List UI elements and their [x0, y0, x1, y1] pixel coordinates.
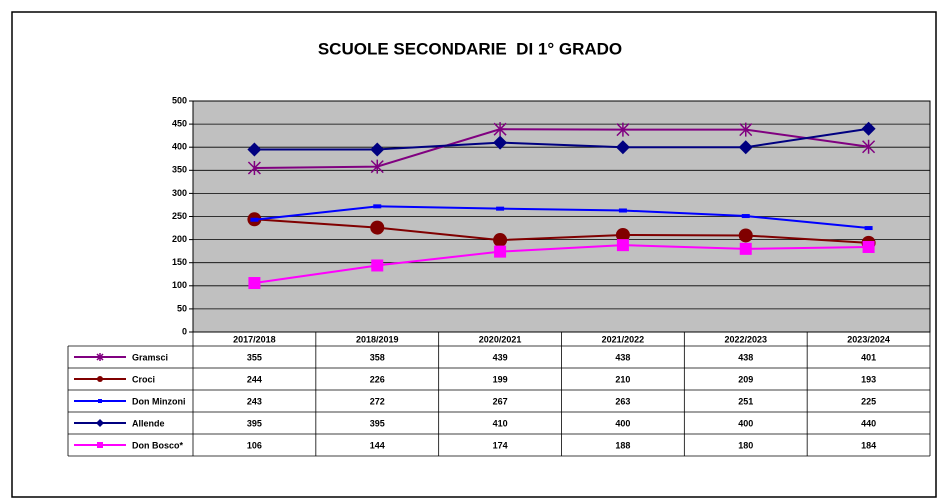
- x-tick-label: 2020/2021: [479, 334, 522, 344]
- table-value: 210: [615, 374, 630, 384]
- table-value: 267: [493, 396, 508, 406]
- table-value: 244: [247, 374, 262, 384]
- x-tick-label: 2023/2024: [847, 334, 890, 344]
- marker: [250, 217, 259, 222]
- series-line: [254, 244, 869, 285]
- marker: [247, 142, 262, 157]
- table-value: 193: [861, 374, 876, 384]
- table-value: 355: [247, 352, 262, 362]
- table-value: 395: [370, 418, 385, 428]
- legend-label: Croci: [132, 374, 155, 384]
- y-tick-label: 150: [172, 257, 187, 267]
- marker: [373, 204, 382, 209]
- series-line: [254, 128, 869, 169]
- y-tick-label: 500: [172, 95, 187, 105]
- chart-title: SCUOLE SECONDARIE DI 1° GRADO: [318, 39, 622, 58]
- marker: [370, 159, 384, 174]
- table-value: 188: [615, 440, 630, 450]
- table-value: 358: [370, 352, 385, 362]
- legend-label: Allende: [132, 418, 165, 428]
- y-tick-label: 50: [177, 303, 187, 313]
- table-value: 263: [615, 396, 630, 406]
- table-value: 438: [738, 352, 753, 362]
- table-value: 400: [738, 418, 753, 428]
- table-value: 438: [615, 352, 630, 362]
- table-value: 184: [861, 440, 876, 450]
- x-tick-label: 2021/2022: [602, 334, 645, 344]
- y-tick-label: 0: [182, 326, 187, 336]
- table-value: 225: [861, 396, 876, 406]
- x-tick-label: 2022/2023: [724, 334, 767, 344]
- marker: [741, 214, 750, 219]
- table-value: 174: [493, 440, 508, 450]
- table-value: 251: [738, 396, 753, 406]
- y-tick-label: 350: [172, 165, 187, 175]
- marker: [370, 142, 385, 157]
- marker: [862, 139, 876, 154]
- marker: [496, 206, 505, 211]
- marker: [370, 220, 385, 235]
- marker: [739, 242, 752, 255]
- marker: [615, 227, 630, 242]
- y-tick-label: 250: [172, 211, 187, 221]
- y-tick-label: 450: [172, 118, 187, 128]
- table-value: 180: [738, 440, 753, 450]
- marker: [739, 122, 753, 137]
- marker: [248, 277, 261, 290]
- y-tick-label: 100: [172, 280, 187, 290]
- table-value: 410: [493, 418, 508, 428]
- marker: [493, 122, 507, 137]
- legend-marker: [97, 442, 103, 448]
- series-line: [254, 205, 869, 230]
- y-tick-label: 400: [172, 142, 187, 152]
- marker: [247, 160, 261, 175]
- table-value: 400: [615, 418, 630, 428]
- y-tick-label: 300: [172, 188, 187, 198]
- legend-marker: [96, 353, 104, 361]
- legend-label: Gramsci: [132, 352, 168, 362]
- series-line: [254, 218, 869, 244]
- table-value: 209: [738, 374, 753, 384]
- series-line: [254, 127, 869, 151]
- table-value: 199: [493, 374, 508, 384]
- table-value: 440: [861, 418, 876, 428]
- marker: [493, 233, 508, 248]
- x-tick-label: 2018/2019: [356, 334, 399, 344]
- table-value: 395: [247, 418, 262, 428]
- marker: [616, 239, 629, 252]
- table-value: 226: [370, 374, 385, 384]
- marker: [864, 226, 873, 231]
- marker: [618, 208, 627, 213]
- y-tick-label: 200: [172, 234, 187, 244]
- marker: [616, 122, 630, 137]
- legend-marker: [96, 419, 104, 427]
- marker: [493, 135, 508, 150]
- legend-marker: [98, 399, 102, 403]
- legend-label: Don Bosco*: [132, 440, 184, 450]
- marker: [738, 228, 753, 243]
- table-value: 243: [247, 396, 262, 406]
- marker: [861, 121, 876, 136]
- table-value: 106: [247, 440, 262, 450]
- table-value: 144: [370, 440, 385, 450]
- legend-label: Don Minzoni: [132, 396, 186, 406]
- marker: [615, 140, 630, 155]
- x-tick-label: 2017/2018: [233, 334, 276, 344]
- table-value: 439: [493, 352, 508, 362]
- legend-marker: [97, 376, 103, 382]
- table-value: 272: [370, 396, 385, 406]
- table-value: 401: [861, 352, 876, 362]
- marker: [494, 245, 507, 258]
- marker: [738, 140, 753, 155]
- marker: [862, 240, 875, 253]
- marker: [371, 259, 384, 272]
